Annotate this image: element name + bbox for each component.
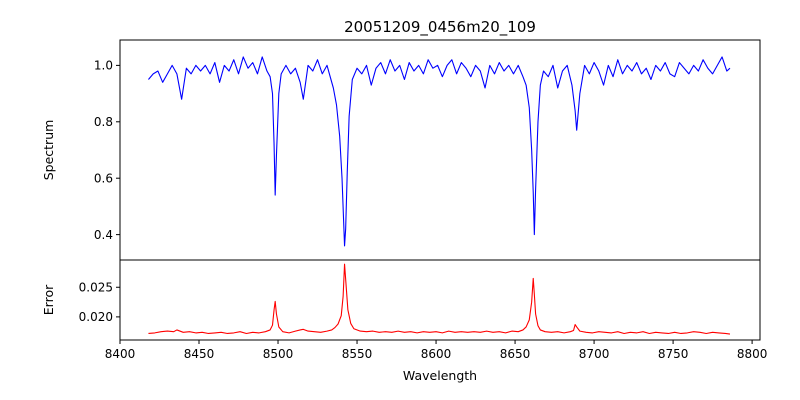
spectrum-y-tick-label: 0.6 <box>94 171 113 185</box>
error-axes-frame <box>119 259 761 341</box>
x-tick: 8400 <box>105 340 136 361</box>
x-tick: 8550 <box>342 340 373 361</box>
error-plot-area <box>148 263 731 335</box>
x-tick: 8500 <box>263 340 294 361</box>
wavelength-x-axis: 8400 8450 8500 8550 8600 8650 8700 8750 8800 <box>105 340 768 361</box>
error-y-tick-label: 0.020 <box>79 310 113 324</box>
error-y-tick-label: 0.025 <box>79 280 113 294</box>
x-tick-label: 8600 <box>421 347 452 361</box>
x-tick-label: 8750 <box>658 347 689 361</box>
x-tick: 8650 <box>500 340 531 361</box>
x-tick-label: 8550 <box>342 347 373 361</box>
error-y-axis-label: Error <box>41 284 56 315</box>
wavelength-x-axis-label: Wavelength <box>403 368 477 383</box>
error-y-tick: 0.025 <box>79 280 120 294</box>
error-y-axis: 0.020 0.025 <box>79 280 120 324</box>
x-tick: 8750 <box>658 340 689 361</box>
spectrum-y-tick: 0.4 <box>94 228 120 242</box>
spectrum-y-tick-label: 0.8 <box>94 115 113 129</box>
x-tick-label: 8700 <box>579 347 610 361</box>
spectrum-series-line <box>148 56 731 247</box>
chart-title: 20051209_0456m20_109 <box>344 18 536 37</box>
error-y-tick: 0.020 <box>79 310 120 324</box>
spectrum-y-axis-label: Spectrum <box>41 120 56 181</box>
x-tick: 8450 <box>184 340 215 361</box>
x-tick-label: 8450 <box>184 347 215 361</box>
spectrum-y-tick: 1.0 <box>94 59 120 73</box>
x-tick-label: 8400 <box>105 347 136 361</box>
spectrum-y-tick-label: 1.0 <box>94 59 113 73</box>
x-tick: 8600 <box>421 340 452 361</box>
spectrum-y-tick-label: 0.4 <box>94 228 113 242</box>
error-series-line <box>148 263 731 335</box>
spectrum-plot-area <box>148 56 731 247</box>
spectrum-y-tick: 0.8 <box>94 115 120 129</box>
x-tick-label: 8500 <box>263 347 294 361</box>
spectrum-y-tick: 0.6 <box>94 171 120 185</box>
spectrum-y-axis: 0.4 0.6 0.8 1.0 <box>94 59 120 242</box>
x-tick: 8700 <box>579 340 610 361</box>
x-tick-label: 8800 <box>737 347 768 361</box>
spectrum-panel: 20051209_0456m20_109 0.4 0.6 0.8 1.0 Spectr… <box>41 18 761 261</box>
x-tick: 8800 <box>737 340 768 361</box>
spectrum-axes-frame <box>119 39 761 261</box>
x-tick-label: 8650 <box>500 347 531 361</box>
